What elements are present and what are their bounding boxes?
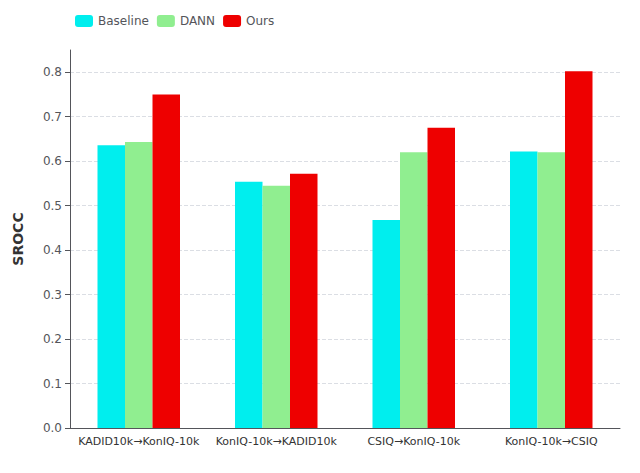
- svg-text:0.4: 0.4: [43, 243, 62, 257]
- svg-text:0.1: 0.1: [43, 377, 62, 391]
- svg-text:0.6: 0.6: [43, 154, 62, 168]
- svg-text:KonIQ-10k→KADID10k: KonIQ-10k→KADID10k: [216, 435, 338, 448]
- svg-text:KADID10k→KonIQ-10k: KADID10k→KonIQ-10k: [78, 435, 200, 448]
- svg-text:0.2: 0.2: [43, 332, 62, 346]
- svg-text:DANN: DANN: [180, 14, 215, 28]
- svg-text:Baseline: Baseline: [98, 14, 149, 28]
- svg-text:0.7: 0.7: [43, 110, 62, 124]
- svg-text:CSIQ→KonIQ-10k: CSIQ→KonIQ-10k: [367, 435, 460, 448]
- svg-text:SROCC: SROCC: [10, 212, 26, 265]
- svg-text:0.8: 0.8: [43, 65, 62, 79]
- svg-text:0.0: 0.0: [43, 421, 62, 435]
- svg-text:KonIQ-10k→CSIQ: KonIQ-10k→CSIQ: [505, 435, 598, 448]
- svg-text:0.3: 0.3: [43, 288, 62, 302]
- svg-text:Ours: Ours: [246, 14, 274, 28]
- svg-text:0.5: 0.5: [43, 199, 62, 213]
